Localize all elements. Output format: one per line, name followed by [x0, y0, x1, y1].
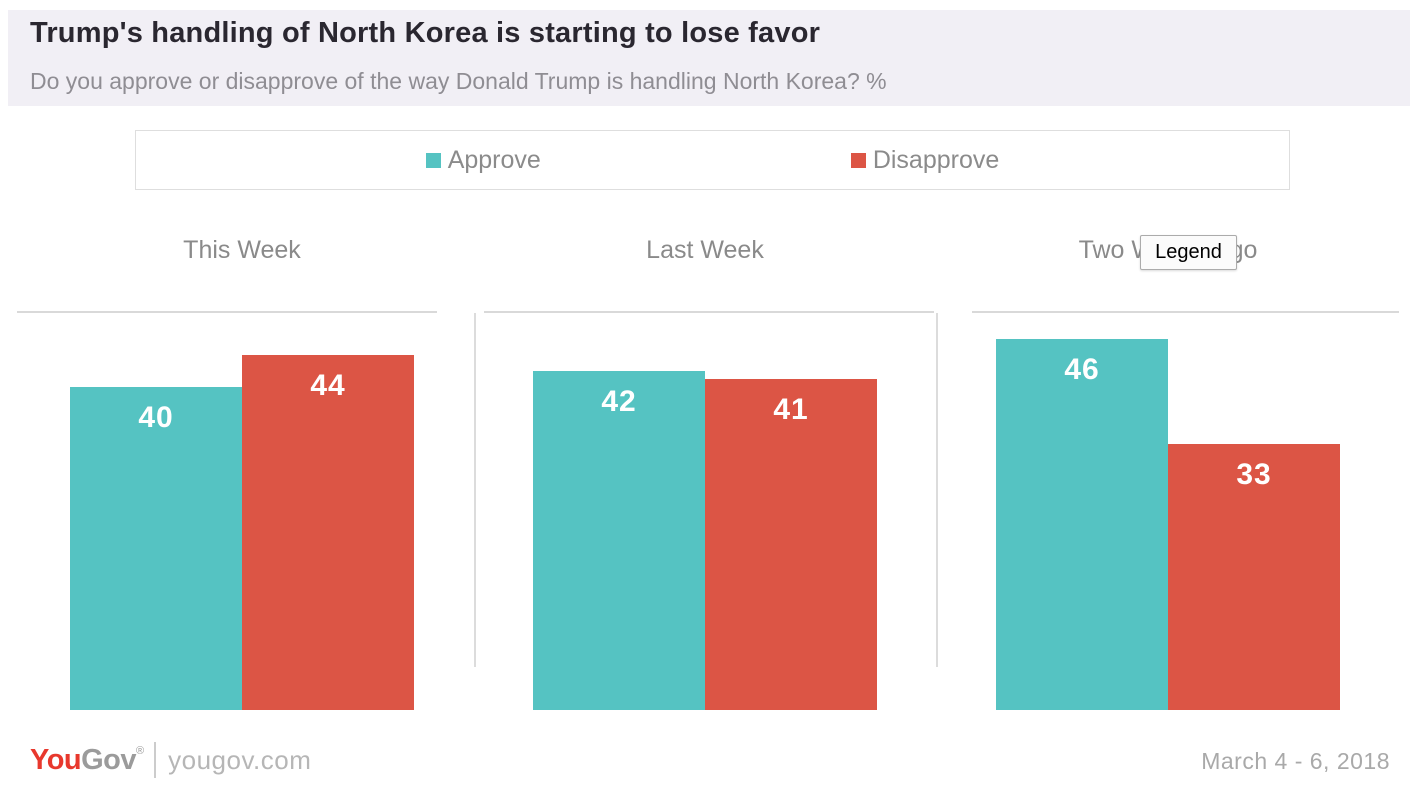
- bar-value-label: 41: [773, 393, 809, 426]
- bar-value-label: 44: [310, 369, 346, 402]
- legend-label: Approve: [447, 145, 541, 174]
- bar-disapprove-1[interactable]: 44: [242, 355, 414, 710]
- legend: Approve Disapprove: [135, 130, 1290, 190]
- logo-divider: [154, 742, 157, 778]
- legend-item-disapprove[interactable]: Disapprove: [850, 145, 1000, 175]
- logo-gov: Gov: [81, 743, 137, 776]
- registered-mark-icon: ®: [136, 745, 145, 757]
- chart-subtitle: Do you approve or disapprove of the way …: [30, 68, 887, 94]
- bar-disapprove-3[interactable]: 33: [1168, 444, 1340, 710]
- group-topline: [972, 311, 1399, 313]
- disapprove-swatch-icon: [850, 152, 866, 168]
- bar-value-label: 42: [601, 385, 637, 418]
- date-range: March 4 - 6, 2018: [1201, 748, 1390, 774]
- group-divider: [936, 313, 938, 667]
- legend-tooltip: Legend: [1140, 235, 1237, 270]
- bar-value-label: 46: [1064, 353, 1100, 386]
- logo-you: You: [30, 743, 82, 776]
- group-topline: [17, 311, 437, 313]
- legend-item-approve[interactable]: Approve: [425, 145, 541, 175]
- bar-disapprove-2[interactable]: 41: [705, 379, 877, 710]
- bar-approve-2[interactable]: 42: [533, 371, 705, 710]
- header-band: Trump's handling of North Korea is start…: [8, 10, 1410, 106]
- chart-title: Trump's handling of North Korea is start…: [30, 17, 821, 49]
- tooltip-text: Legend: [1155, 241, 1222, 263]
- bar-value-label: 40: [138, 401, 174, 434]
- group-topline: [484, 311, 934, 313]
- category-label: This Week: [183, 236, 301, 264]
- bar-value-label: 33: [1236, 458, 1272, 491]
- approve-swatch-icon: [425, 152, 441, 168]
- bar-approve-3[interactable]: 46: [996, 339, 1168, 710]
- group-divider: [474, 313, 476, 667]
- legend-label: Disapprove: [872, 145, 1000, 174]
- yougov-logo[interactable]: You Gov ® yougov.com: [30, 742, 311, 778]
- category-label: Last Week: [646, 236, 764, 264]
- bar-approve-1[interactable]: 40: [70, 387, 242, 710]
- yougov-link[interactable]: yougov.com: [168, 744, 312, 775]
